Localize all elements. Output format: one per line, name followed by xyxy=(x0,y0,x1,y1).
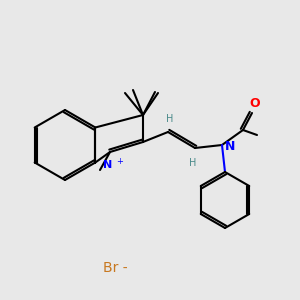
Text: N: N xyxy=(225,140,236,154)
Text: H: H xyxy=(189,158,197,168)
Text: H: H xyxy=(166,114,174,124)
Text: Br -: Br - xyxy=(103,261,127,275)
Text: N: N xyxy=(103,160,112,170)
Text: O: O xyxy=(250,97,260,110)
Text: +: + xyxy=(116,157,123,166)
